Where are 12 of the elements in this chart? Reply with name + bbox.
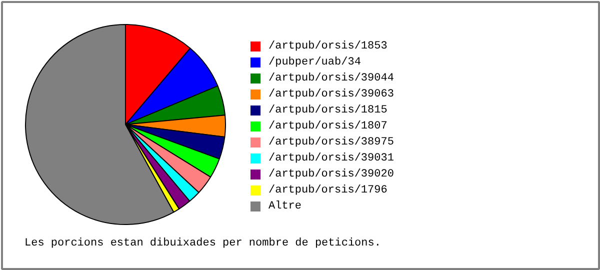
legend-label: /artpub/orsis/1815 (268, 104, 388, 116)
legend-label: /artpub/orsis/39020 (268, 168, 394, 180)
legend-label: /pubper/uab/34 (268, 56, 362, 68)
legend-label: Altre (268, 200, 302, 212)
legend-label: /artpub/orsis/1796 (268, 184, 388, 196)
legend-label: /artpub/orsis/39063 (268, 88, 394, 100)
legend-label: /artpub/orsis/1853 (268, 40, 388, 52)
text: Les porcions estan dibuixades per nombre de peticions. (24, 238, 381, 250)
legend-label: /artpub/orsis/39044 (268, 72, 394, 84)
legend-label: /artpub/orsis/38975 (268, 136, 394, 148)
legend-label: /artpub/orsis/39031 (268, 152, 394, 164)
legend-label: /artpub/orsis/1807 (268, 120, 388, 132)
